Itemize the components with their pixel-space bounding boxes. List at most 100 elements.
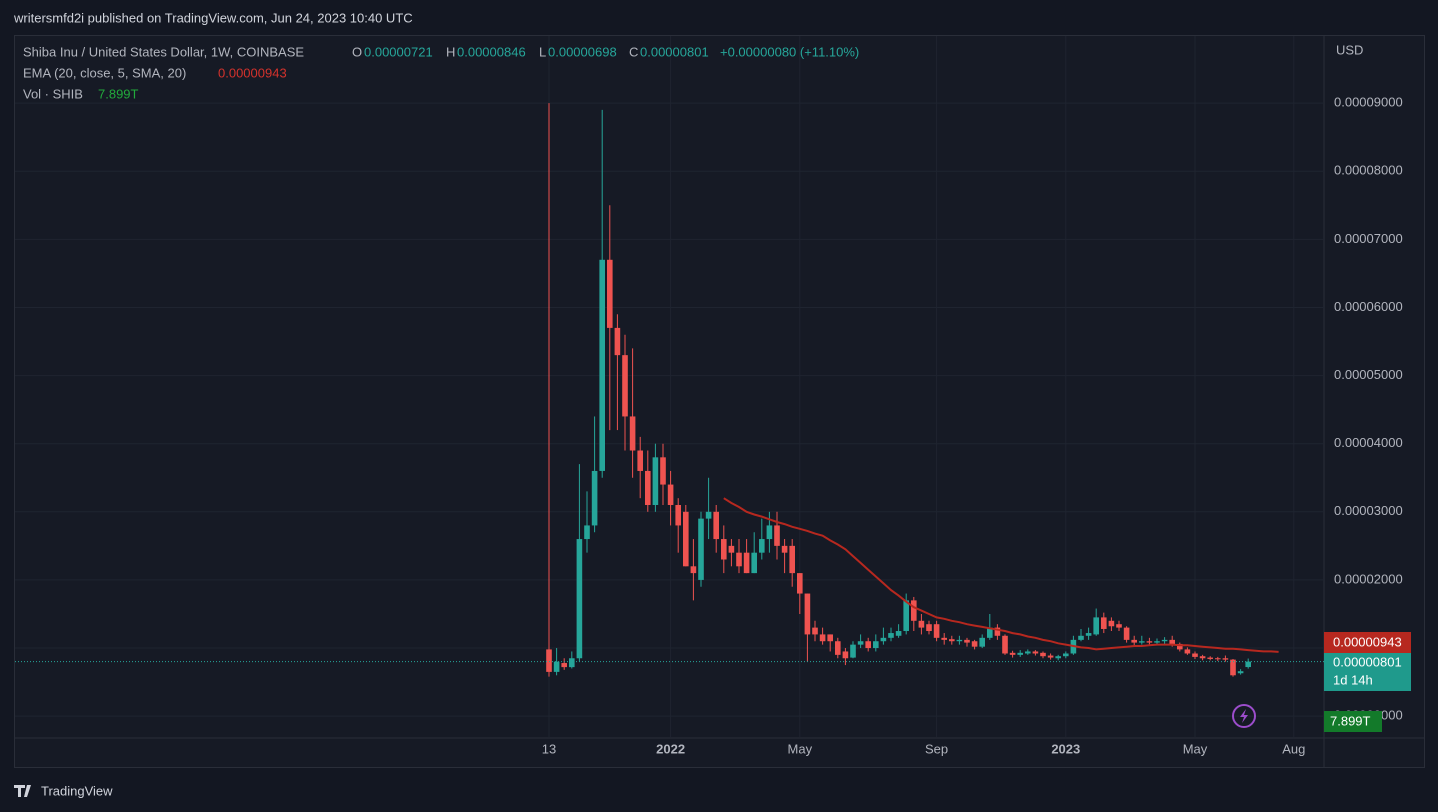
candle-body xyxy=(1055,656,1061,659)
ema-line xyxy=(723,497,1279,653)
candle-body xyxy=(698,518,704,580)
candle-body xyxy=(1192,653,1198,657)
candle-body xyxy=(546,649,552,672)
candle-body xyxy=(819,634,826,642)
candle-body xyxy=(949,639,955,642)
y-tick-label: 0.00008000 xyxy=(1334,163,1403,178)
x-tick-label: Sep xyxy=(925,741,948,756)
lightning-button[interactable] xyxy=(1232,704,1256,728)
candle-body xyxy=(675,505,681,526)
candle-body xyxy=(645,470,651,505)
time-axis: 13 2022 May Sep 2023 May Aug xyxy=(542,741,1306,756)
l-label: L xyxy=(539,44,546,59)
footer-logo: TradingView xyxy=(14,783,113,798)
candle-body xyxy=(1047,655,1054,658)
candle-body xyxy=(599,259,605,471)
price-badges: 0.00000943 0.00000801 1d 14h 7.899T xyxy=(1324,632,1411,732)
candle-body xyxy=(1131,639,1137,643)
volume-badge-text: 7.899T xyxy=(1330,713,1371,728)
o-label: O xyxy=(352,44,362,59)
candle-body xyxy=(1009,652,1016,655)
candle-body xyxy=(789,545,795,574)
candle-body xyxy=(1199,656,1206,659)
high-value: 0.00000846 xyxy=(457,44,526,59)
y-tick-label: 0.00003000 xyxy=(1334,503,1403,518)
candle-body xyxy=(979,637,985,647)
candle-body xyxy=(751,552,757,574)
candle-body xyxy=(835,641,841,655)
y-tick-label: 0.00005000 xyxy=(1334,367,1403,382)
candle-body xyxy=(561,663,567,668)
candle-body xyxy=(622,355,628,417)
candle-body xyxy=(1177,643,1183,650)
candle-body xyxy=(797,573,803,594)
candle-body xyxy=(629,416,636,451)
last-price-text: 0.00000801 xyxy=(1333,654,1402,669)
candle-body xyxy=(569,658,575,668)
candle-body xyxy=(994,627,1001,636)
candle-body xyxy=(880,637,887,642)
candle-body xyxy=(1161,639,1168,642)
candle-body xyxy=(1215,658,1221,660)
candle-body xyxy=(1169,639,1175,644)
x-tick-label: Aug xyxy=(1282,741,1305,756)
candle-body xyxy=(933,624,940,638)
candle-body xyxy=(1063,653,1069,657)
candle-body xyxy=(865,641,871,649)
volume-badge xyxy=(1324,711,1382,732)
candle-body xyxy=(1093,617,1099,635)
ema-badge-text: 0.00000943 xyxy=(1333,634,1402,649)
candle-body xyxy=(607,259,613,328)
candle-body xyxy=(1245,661,1251,668)
candle-body xyxy=(971,641,978,647)
candle-body xyxy=(903,600,909,632)
candle-body xyxy=(827,634,833,642)
ema-value: 0.00000943 xyxy=(218,65,287,80)
lightning-ring[interactable] xyxy=(1232,704,1256,728)
candle-body xyxy=(926,624,932,632)
candle-body xyxy=(1207,657,1213,659)
candle-body xyxy=(637,450,643,471)
y-tick-label: 0.00006000 xyxy=(1334,299,1403,314)
candle-body xyxy=(1222,658,1229,660)
candle-body xyxy=(804,593,811,635)
y-tick-label: 0.00004000 xyxy=(1334,435,1403,450)
legend: Shiba Inu / United States Dollar, 1W, CO… xyxy=(23,44,859,101)
c-label: C xyxy=(629,44,638,59)
candle-body xyxy=(690,566,697,574)
y-tick-label: 0.00009000 xyxy=(1334,95,1403,110)
candle-body xyxy=(941,637,947,640)
currency: USD xyxy=(1336,42,1363,57)
x-tick-label: 2023 xyxy=(1051,741,1080,756)
candle-body xyxy=(728,545,735,553)
candle-body xyxy=(652,457,659,505)
lightning-icon[interactable] xyxy=(1240,709,1248,723)
countdown: 1d 14h xyxy=(1333,672,1373,687)
candle-body xyxy=(895,631,902,636)
candle-body xyxy=(911,600,917,621)
candle-body xyxy=(766,525,773,540)
candle-body xyxy=(576,539,583,659)
vol-label: Vol · SHIB xyxy=(23,86,83,101)
x-tick-label: 2022 xyxy=(656,741,685,756)
candle-body xyxy=(713,511,719,540)
candle-body xyxy=(1230,659,1236,676)
candle-body xyxy=(1017,652,1023,655)
candle-body xyxy=(857,641,864,645)
candle-body xyxy=(1032,651,1039,654)
close-value: 0.00000801 xyxy=(640,44,709,59)
candle-body xyxy=(888,633,894,638)
x-tick-label: May xyxy=(788,741,813,756)
candle-body xyxy=(584,525,590,540)
candle-body xyxy=(683,511,689,567)
candle-body xyxy=(591,470,598,526)
candle-body xyxy=(964,639,970,643)
open-value: 0.00000721 xyxy=(364,44,433,59)
candle-body xyxy=(736,552,742,567)
last-price-badge xyxy=(1324,653,1411,691)
h-label: H xyxy=(446,44,455,59)
candle-body xyxy=(1123,627,1130,640)
candle-body xyxy=(1154,641,1160,643)
x-tick-label: 13 xyxy=(542,741,556,756)
candle-body xyxy=(721,539,727,560)
